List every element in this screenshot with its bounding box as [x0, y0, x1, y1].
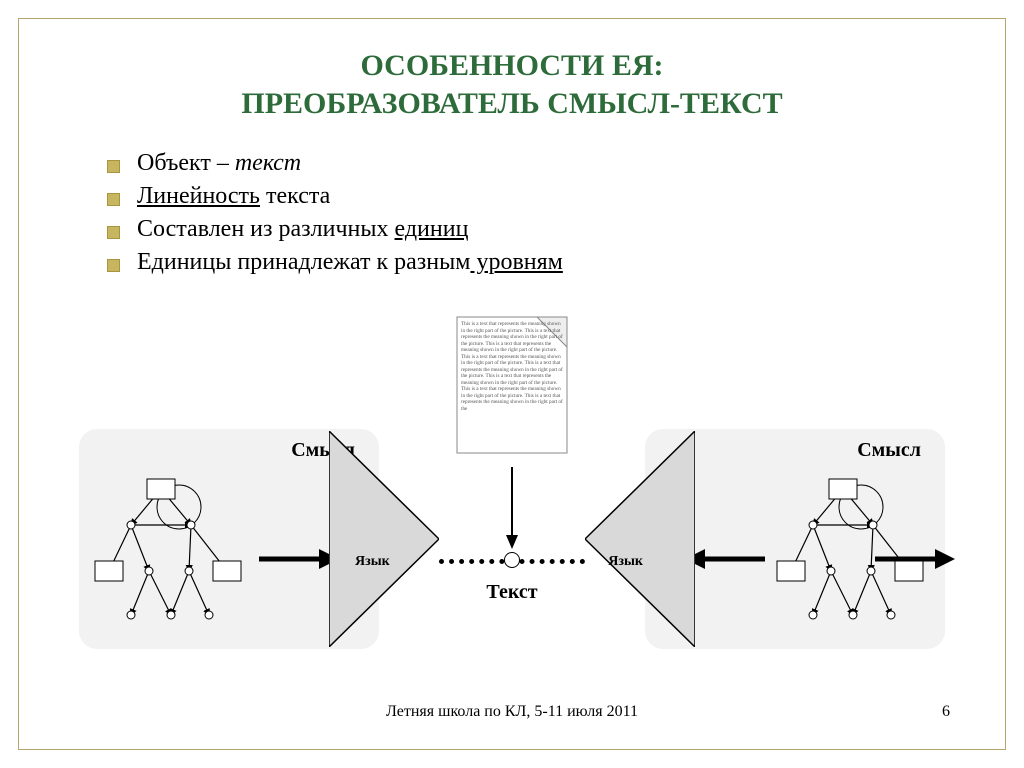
footer-text: Летняя школа по КЛ, 5-11 июля 2011 [19, 703, 1005, 721]
arrow-out-right-triangle [875, 539, 955, 579]
converter-triangle-left [329, 431, 439, 647]
arrow-doc-to-text [502, 467, 522, 552]
arrow-into-left-triangle [259, 539, 339, 579]
text-label: Текст [486, 581, 537, 604]
meaning-graph-left [91, 475, 251, 635]
page-number: 6 [942, 703, 950, 721]
doc-text: This is a text that represents the meani… [461, 321, 563, 412]
converter-triangle-right [585, 431, 695, 647]
meaning-label: Смысл [857, 439, 921, 462]
bullet-item: Объект – текст [107, 150, 1005, 177]
text-document-icon: This is a text that represents the meani… [437, 309, 587, 459]
slide-title: ОСОБЕННОСТИ ЕЯ: ПРЕОБРАЗОВАТЕЛЬ СМЫСЛ-ТЕ… [19, 19, 1005, 122]
bullet-list: Объект – текст Линейность текста Составл… [107, 150, 1005, 276]
diagram: Смысл Смысл [79, 309, 945, 679]
title-line1: ОСОБЕННОСТИ ЕЯ: [19, 47, 1005, 85]
bullet-item: Линейность текста [107, 183, 1005, 210]
language-label: Язык [608, 554, 643, 570]
text-node [504, 552, 520, 568]
language-label: Язык [355, 554, 390, 570]
slide-frame: ОСОБЕННОСТИ ЕЯ: ПРЕОБРАЗОВАТЕЛЬ СМЫСЛ-ТЕ… [18, 18, 1006, 750]
bullet-item: Единицы принадлежат к разным уровням [107, 249, 1005, 276]
bullet-item: Составлен из различных единиц [107, 216, 1005, 243]
title-line2: ПРЕОБРАЗОВАТЕЛЬ СМЫСЛ-ТЕКСТ [19, 85, 1005, 123]
arrow-right-triangle-to-panel [685, 539, 765, 579]
